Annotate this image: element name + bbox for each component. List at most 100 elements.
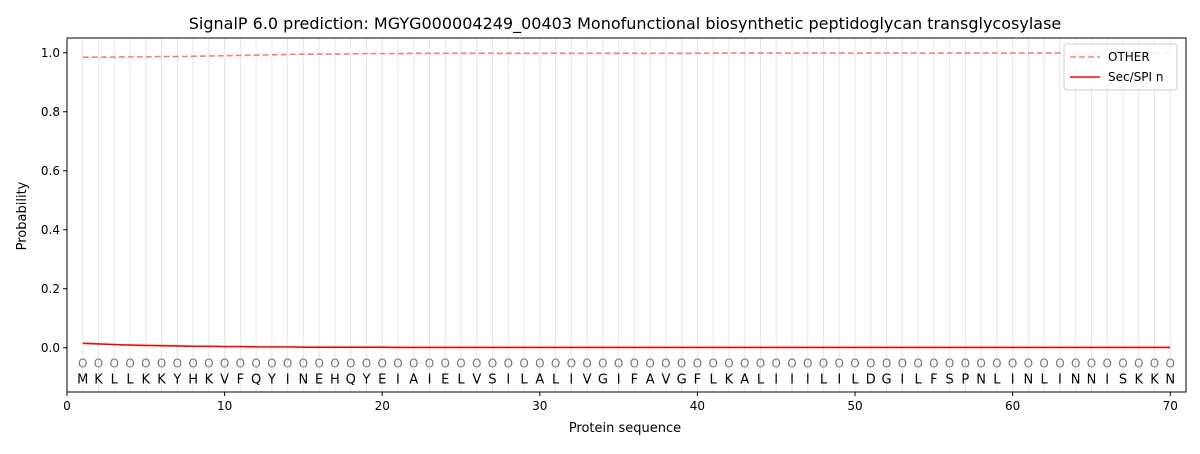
y-tick-label: 0.6 <box>41 164 60 178</box>
y-tick-label: 1.0 <box>41 46 60 60</box>
residue-label: I <box>790 373 794 388</box>
residue-label: Y <box>267 373 276 388</box>
residue-label: V <box>583 373 592 388</box>
region-label: O <box>598 357 607 371</box>
region-label: O <box>551 357 560 371</box>
residue-label: G <box>677 373 687 388</box>
y-tick-label: 0.4 <box>41 223 60 237</box>
residue-label: L <box>851 373 859 388</box>
residue-label: E <box>315 373 323 388</box>
region-label: O <box>819 357 828 371</box>
region-label: O <box>1008 357 1017 371</box>
residue-label: K <box>205 373 214 388</box>
legend-box <box>1063 43 1178 91</box>
region-label: O <box>110 357 119 371</box>
y-axis-label: Probability <box>15 181 30 250</box>
series-line-other <box>82 52 1171 58</box>
residue-label: N <box>1087 373 1097 388</box>
residue-label: L <box>1041 373 1049 388</box>
residue-label: L <box>820 373 828 388</box>
region-label: O <box>992 357 1001 371</box>
residue-label: I <box>617 373 621 388</box>
region-label: O <box>787 357 796 371</box>
residue-label: K <box>1150 373 1159 388</box>
region-label: O <box>204 357 213 371</box>
region-label: O <box>314 357 323 371</box>
region-label: O <box>94 357 103 371</box>
region-label: O <box>630 357 639 371</box>
residue-label: V <box>220 373 229 388</box>
residue-label: L <box>552 373 560 388</box>
region-label: O <box>519 357 528 371</box>
residue-label: V <box>472 373 481 388</box>
region-label: O <box>157 357 166 371</box>
region-label: O <box>850 357 859 371</box>
region-label: O <box>251 357 260 371</box>
region-label: O <box>677 357 686 371</box>
residue-label: N <box>976 373 986 388</box>
residue-label: I <box>1105 373 1109 388</box>
residue-label: N <box>1165 373 1175 388</box>
region-label: O <box>1087 357 1096 371</box>
residue-label: L <box>914 373 922 388</box>
residue-label: N <box>299 373 309 388</box>
x-tick-label: 10 <box>217 399 232 413</box>
residue-label: I <box>1058 373 1062 388</box>
region-label: O <box>913 357 922 371</box>
region-label: O <box>173 357 182 371</box>
residue-label: Q <box>346 373 356 388</box>
region-label: O <box>1039 357 1048 371</box>
x-tick-label: 30 <box>532 399 547 413</box>
residue-label: H <box>330 373 340 388</box>
residue-label: M <box>77 373 88 388</box>
residue-label: L <box>993 373 1001 388</box>
residue-label: I <box>286 373 290 388</box>
region-label: O <box>362 357 371 371</box>
y-tick-label: 0.0 <box>41 341 60 355</box>
residue-label: Q <box>251 373 261 388</box>
region-label: O <box>188 357 197 371</box>
region-label: O <box>1134 357 1143 371</box>
region-label: O <box>409 357 418 371</box>
region-label: O <box>771 357 780 371</box>
residue-label: K <box>1134 373 1143 388</box>
region-label: O <box>898 357 907 371</box>
x-tick-label: 50 <box>847 399 862 413</box>
residue-label: A <box>646 373 655 388</box>
residue-label: I <box>506 373 510 388</box>
residue-label: A <box>535 373 544 388</box>
region-label: O <box>866 357 875 371</box>
region-label: O <box>929 357 938 371</box>
region-label: O <box>708 357 717 371</box>
residue-label: F <box>930 373 937 388</box>
region-label: O <box>882 357 891 371</box>
region-label: O <box>976 357 985 371</box>
residue-label: I <box>569 373 573 388</box>
residue-label: P <box>961 373 969 388</box>
x-axis-label: Protein sequence <box>569 421 681 436</box>
region-label: O <box>693 357 702 371</box>
residue-label: K <box>725 373 734 388</box>
residue-label: D <box>866 373 876 388</box>
region-label: O <box>141 357 150 371</box>
residue-label: N <box>1024 373 1034 388</box>
region-label: O <box>835 357 844 371</box>
residue-label: F <box>694 373 701 388</box>
residue-label: I <box>396 373 400 388</box>
region-label: O <box>1055 357 1064 371</box>
residue-label: G <box>598 373 608 388</box>
residue-label: L <box>710 373 718 388</box>
y-tick-label: 0.8 <box>41 105 60 119</box>
legend-label: OTHER <box>1108 50 1150 64</box>
x-tick-label: 70 <box>1163 399 1178 413</box>
residue-label: K <box>142 373 151 388</box>
region-label: O <box>661 357 670 371</box>
residue-label: E <box>441 373 449 388</box>
grid-layer <box>82 38 1171 392</box>
residue-label: L <box>757 373 765 388</box>
y-tick-label: 0.2 <box>41 282 60 296</box>
x-tick-label: 0 <box>63 399 71 413</box>
residue-label: L <box>520 373 528 388</box>
plot-frame <box>66 37 1187 393</box>
